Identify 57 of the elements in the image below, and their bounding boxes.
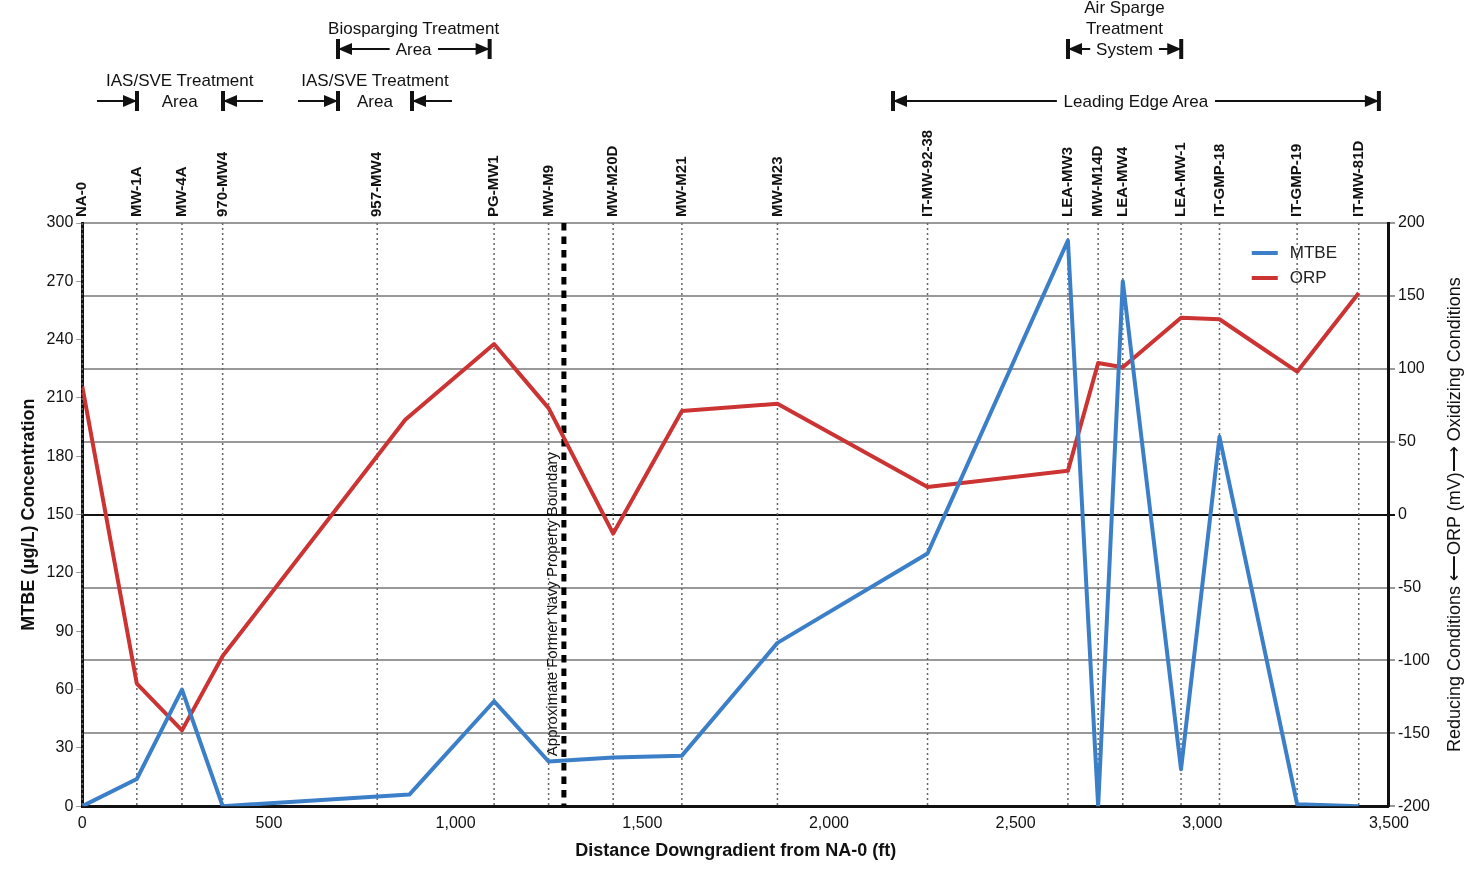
ref-line-label: IT-MW-81D bbox=[1348, 140, 1366, 217]
x-tick-label: 1,500 bbox=[622, 814, 663, 832]
text: IAS/SVE Treatment Area bbox=[300, 70, 450, 112]
ref-line-label: LEA-MW4 bbox=[1112, 146, 1130, 217]
ref-line-label: MW-M21 bbox=[672, 156, 690, 217]
y2-tick-label: -200 bbox=[1397, 796, 1431, 814]
x-tick-label: 3,500 bbox=[1368, 814, 1410, 832]
y2-tick-label: -100 bbox=[1397, 650, 1431, 668]
ref-line-label: MW-M23 bbox=[767, 156, 785, 217]
text: Leading Edge Area bbox=[1062, 91, 1210, 112]
y2-tick-label: 0 bbox=[1397, 505, 1407, 523]
ref-line-label: NA-0 bbox=[72, 181, 90, 217]
y2-tick-label: 150 bbox=[1397, 286, 1425, 304]
ref-line-label: PG-MW1 bbox=[484, 155, 502, 217]
y-tick-label: 150 bbox=[46, 505, 74, 523]
legend-label: ORP bbox=[1289, 267, 1327, 287]
ref-line-label: 957-MW4 bbox=[367, 151, 385, 217]
ref-line-label: LEA-MW-1 bbox=[1171, 142, 1189, 217]
y2-axis-title: Reducing Conditions ⟵ORP (mV)⟶ Oxidizing Conditions bbox=[1443, 277, 1464, 753]
y2-tick-label: 200 bbox=[1397, 213, 1425, 231]
y-tick-label: 60 bbox=[55, 679, 74, 697]
ref-line-label: MW-M9 bbox=[538, 164, 556, 217]
ref-line-label: IT-GMP-19 bbox=[1287, 143, 1305, 217]
y2-tick-label: 100 bbox=[1397, 359, 1425, 377]
y-tick-label: 270 bbox=[46, 271, 74, 289]
ref-line-label: 970-MW4 bbox=[212, 151, 230, 217]
y-tick-label: 90 bbox=[55, 621, 74, 639]
ref-line-label: MW-M20D bbox=[603, 145, 621, 217]
x-tick-label: 3,000 bbox=[1182, 814, 1223, 832]
x-tick-label: 1,000 bbox=[435, 814, 476, 832]
text: IAS/SVE Treatment Area bbox=[105, 70, 255, 112]
x-axis-title: Distance Downgradient from NA-0 (ft) bbox=[575, 840, 897, 861]
x-tick-label: 0 bbox=[77, 814, 87, 832]
y2-tick-label: -50 bbox=[1397, 577, 1422, 595]
text: Biosparging Treatment Area bbox=[327, 18, 501, 60]
ref-line-label: IT-GMP-18 bbox=[1209, 143, 1227, 217]
ref-line-label: LEA-MW3 bbox=[1058, 147, 1076, 217]
text: Air Sparge Treatment System bbox=[1083, 0, 1166, 60]
ref-line-label: MW-4A bbox=[172, 166, 190, 217]
x-tick-label: 2,500 bbox=[995, 814, 1036, 832]
y-tick-label: 120 bbox=[46, 563, 74, 581]
y-tick-label: 180 bbox=[46, 446, 74, 464]
y2-tick-label: 50 bbox=[1397, 432, 1416, 450]
legend-label: MTBE bbox=[1289, 242, 1337, 262]
y-tick-label: 210 bbox=[46, 388, 74, 406]
y-tick-label: 300 bbox=[46, 213, 74, 231]
x-tick-label: 500 bbox=[255, 814, 283, 832]
y2-tick-label: -150 bbox=[1397, 723, 1431, 741]
x-tick-label: 2,000 bbox=[808, 814, 850, 832]
ref-line-label: IT-MW-92-38 bbox=[917, 129, 935, 217]
y-tick-label: 0 bbox=[64, 796, 74, 814]
y-axis-title: MTBE (µg/L) Concentration bbox=[17, 398, 38, 631]
y-tick-label: 30 bbox=[55, 738, 74, 756]
y-tick-label: 240 bbox=[46, 330, 74, 348]
ref-line-label: Approximate Former Navy Property Boundary bbox=[542, 451, 560, 757]
ref-line-label: MW-1A bbox=[126, 166, 144, 217]
ref-line-label: MW-M14D bbox=[1088, 145, 1106, 217]
